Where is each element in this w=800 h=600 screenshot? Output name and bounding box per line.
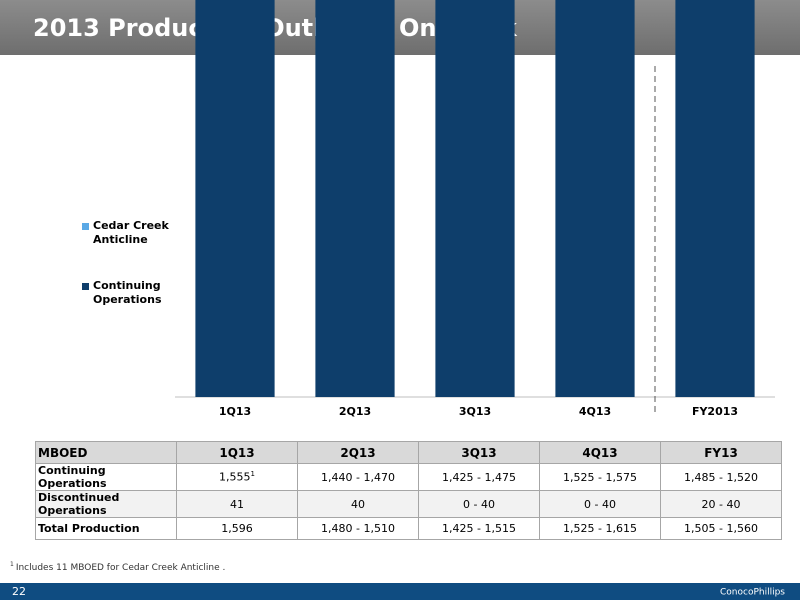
header-bar [0,0,800,55]
cell: 1,5551 [176,463,298,491]
x-tick-label: 2Q13 [339,405,371,418]
header-cell: 3Q13 [418,441,540,464]
bar-segment [435,0,515,397]
cell: 1,480 - 1,510 [297,517,419,540]
footnote-text: Includes 11 MBOED for Cedar Creek Anticl… [16,563,226,573]
legend-swatch [82,223,89,230]
legend-swatch [82,283,89,290]
header-cell: 4Q13 [539,441,661,464]
logo: ConocoPhillips [720,588,785,598]
x-tick-label: FY2013 [692,405,738,418]
cell: 1,425 - 1,515 [418,517,540,540]
bar-segment [675,0,755,397]
cell: 1,525 - 1,575 [539,463,661,491]
bar-segment [195,0,275,397]
cell: Continuing Operations [35,463,177,491]
legend-label: Cedar Creek Anticline [93,219,169,246]
cell: 1,525 - 1,615 [539,517,661,540]
cell: Total Production [35,517,177,540]
legend-entry: Cedar Creek Anticline [93,219,169,246]
cell-text: 1,555 [219,470,251,484]
cell: 0 - 40 [418,490,540,518]
legend-label: Continuing Operations [93,279,162,306]
cell: 0 - 40 [539,490,661,518]
cell: 40 [297,490,419,518]
bar-segment [555,0,635,397]
header-cell: MBOED [35,441,177,464]
x-tick-label: 4Q13 [579,405,611,418]
header-cell: FY13 [660,441,782,464]
footnote: 1 Includes 11 MBOED for Cedar Creek Antic… [10,561,225,573]
page-number: 22 [12,585,26,598]
data-table: MBOED 1Q13 2Q13 3Q13 4Q13 FY13 Continuin… [35,441,782,540]
cell: 1,425 - 1,475 [418,463,540,491]
header-cell: 1Q13 [176,441,298,464]
bar-segment [315,0,395,397]
table-header: MBOED 1Q13 2Q13 3Q13 4Q13 FY13 [35,441,782,464]
cell: 1,596 [176,517,298,540]
cell: 20 - 40 [660,490,782,518]
cell: Discontinued Operations [35,490,177,518]
header-cell: 2Q13 [297,441,419,464]
table-row: Discontinued Operations 41 40 0 - 40 0 -… [35,490,782,518]
table-row: Total Production 1,596 1,480 - 1,510 1,4… [35,517,782,540]
table-row: Continuing Operations 1,5551 1,440 - 1,4… [35,463,782,491]
footnote-marker: 1 [10,561,14,568]
cell: 1,505 - 1,560 [660,517,782,540]
footer-bar [0,583,800,600]
superscript: 1 [250,470,255,479]
cell: 41 [176,490,298,518]
cell: 1,485 - 1,520 [660,463,782,491]
cell: 1,440 - 1,470 [297,463,419,491]
x-tick-label: 1Q13 [219,405,251,418]
legend-entry: Continuing Operations [93,279,162,306]
x-tick-label: 3Q13 [459,405,491,418]
